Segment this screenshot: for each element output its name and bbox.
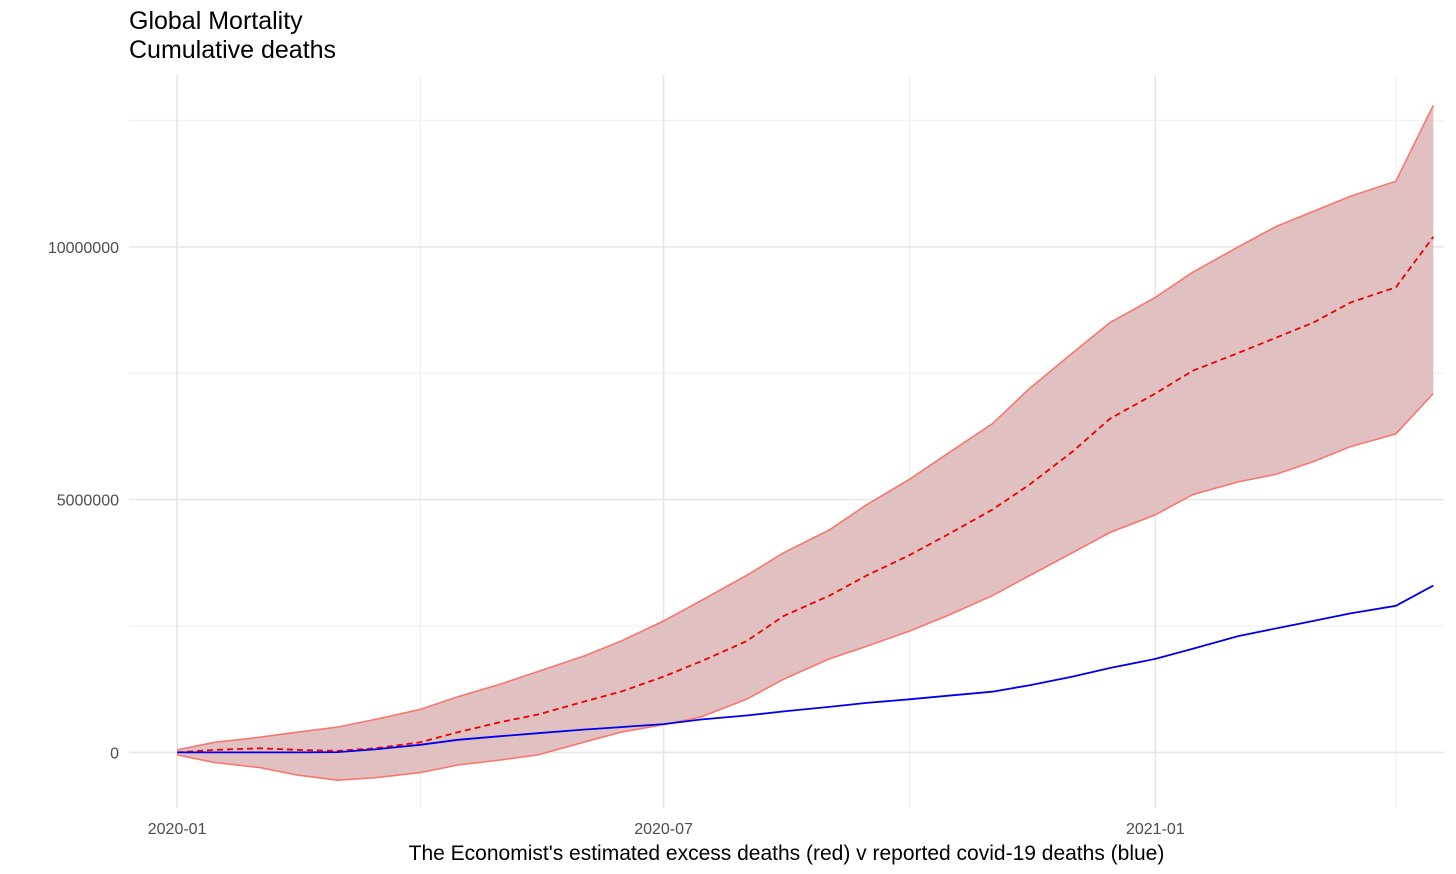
uncertainty-ribbon <box>177 105 1434 781</box>
chart-subtitle: Cumulative deaths <box>129 36 337 64</box>
x-tick-label: 2020-07 <box>634 821 693 838</box>
chart-title: Global Mortality <box>129 7 303 35</box>
x-tick-label: 2020-01 <box>148 821 207 838</box>
excess-deaths-estimate-line <box>177 236 1435 754</box>
reported-deaths-line <box>177 584 1434 754</box>
ribbon-lower-bound-line <box>176 392 1434 782</box>
y-tick-label: 5000000 <box>57 493 119 510</box>
x-tick-label: 2021-01 <box>1126 821 1185 838</box>
y-tick-label: 0 <box>110 745 119 762</box>
y-tick-label: 10000000 <box>48 240 119 257</box>
x-axis-title: The Economist's estimated excess deaths … <box>409 842 1165 865</box>
ribbon-upper-bound-line <box>176 104 1435 751</box>
